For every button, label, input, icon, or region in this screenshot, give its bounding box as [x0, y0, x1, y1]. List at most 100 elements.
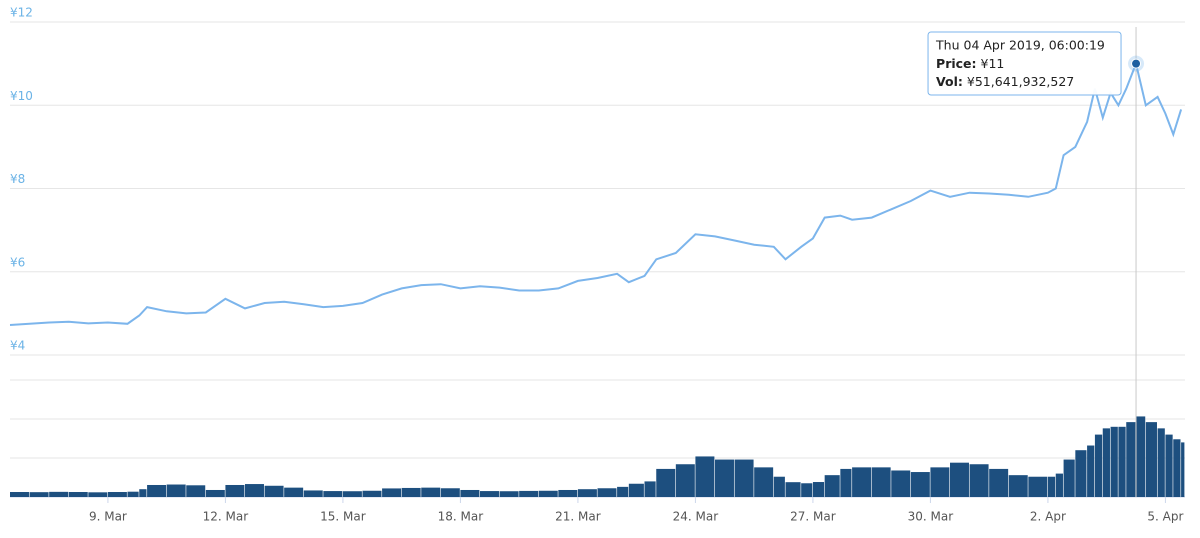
volume-bar	[1136, 416, 1146, 497]
volume-bar	[303, 490, 323, 497]
x-tick-label: 18. Mar	[438, 510, 484, 524]
volume-bar	[29, 492, 49, 497]
volume-bar	[49, 491, 69, 497]
volume-bar	[1126, 422, 1136, 497]
tooltip-vol-value: ¥51,641,932,527	[967, 74, 1074, 89]
volume-bar	[10, 492, 29, 497]
volume-bar	[1094, 434, 1103, 497]
volume-bar	[930, 467, 950, 497]
volume-bar	[147, 484, 167, 497]
x-tick-label: 12. Mar	[203, 510, 249, 524]
tooltip-box	[927, 31, 1122, 96]
volume-bar	[460, 489, 480, 497]
y-tick-label: ¥12	[10, 6, 33, 20]
tooltip: Thu 04 Apr 2019, 06:00:19 Price: ¥11 Vol: ¥5…	[927, 31, 1122, 96]
tooltip-price-value: ¥11	[981, 56, 1005, 71]
tooltip-vol-label: Vol:	[936, 74, 963, 89]
volume-bar	[225, 484, 245, 497]
volume-bar	[1008, 475, 1028, 497]
volume-bar	[1110, 426, 1118, 497]
volume-bar	[950, 462, 969, 497]
volume-bar	[801, 483, 813, 497]
volume-bar	[910, 472, 930, 497]
x-tick-label: 21. Mar	[555, 510, 601, 524]
volume-bar	[68, 492, 88, 497]
x-tick-label: 27. Mar	[790, 510, 836, 524]
volume-bar	[284, 487, 304, 497]
volume-bar	[264, 485, 284, 497]
volume-bar	[824, 475, 840, 497]
tooltip-date: Thu 04 Apr 2019, 06:00:19	[935, 38, 1105, 53]
volume-bar	[362, 490, 382, 497]
volume-bar	[558, 489, 578, 497]
volume-bar	[499, 491, 519, 497]
volume-bar	[127, 491, 139, 497]
volume-bar	[891, 470, 911, 497]
x-tick-label: 5. Apr	[1147, 510, 1183, 524]
volume-bar	[205, 489, 225, 497]
tooltip-vol: Vol: ¥51,641,932,527	[936, 74, 1074, 89]
x-tick-label: 9. Mar	[89, 510, 127, 524]
y-tick-label: ¥6	[10, 255, 25, 269]
volume-bar	[597, 488, 617, 497]
volume-bar	[773, 476, 785, 497]
volume-bar	[785, 482, 801, 497]
volume-bar	[382, 488, 402, 497]
volume-bar	[421, 487, 441, 497]
volume-bar	[617, 486, 629, 497]
volume-bar	[1145, 422, 1157, 497]
volume-bar	[480, 491, 499, 497]
volume-bar	[1165, 434, 1173, 497]
volume-bar	[1173, 439, 1181, 497]
x-tick-label: 30. Mar	[908, 510, 954, 524]
volume-bar	[812, 482, 825, 497]
volume-bar	[1047, 476, 1056, 497]
volume-bar	[656, 468, 676, 497]
x-tick-label: 24. Mar	[673, 510, 719, 524]
volume-bar	[342, 491, 362, 497]
volume-bar	[401, 487, 421, 497]
volume-bar	[628, 483, 644, 497]
volume-bar	[538, 490, 558, 497]
volume-bar	[186, 485, 206, 497]
volume-bar	[1157, 428, 1165, 497]
volume-bar	[1055, 473, 1063, 497]
volume-bar	[440, 488, 460, 497]
volume-bar	[577, 489, 597, 497]
volume-bar	[852, 467, 872, 497]
volume-bar	[166, 484, 186, 497]
price-line	[9, 60, 1183, 326]
tooltip-price-label: Price:	[936, 56, 977, 71]
y-tick-label: ¥8	[10, 172, 25, 186]
hover-point	[1131, 58, 1142, 69]
y-tick-label: ¥4	[10, 339, 25, 353]
volume-bar	[323, 491, 343, 497]
volume-bar	[1063, 459, 1075, 497]
volume-bar	[969, 464, 989, 497]
x-tick-label: 2. Apr	[1030, 510, 1066, 524]
volume-bar	[840, 468, 852, 497]
volume-bar	[1118, 426, 1126, 497]
volume-bar	[734, 459, 754, 497]
tooltip-price: Price: ¥11	[936, 56, 1004, 71]
volume-bar	[989, 468, 1009, 497]
volume-bar	[715, 459, 734, 497]
volume-bar	[139, 489, 147, 497]
volume-bar	[88, 492, 108, 497]
volume-bar	[675, 464, 695, 497]
volume-bar	[695, 456, 715, 497]
volume-bar	[1087, 445, 1095, 497]
volume-bar	[871, 467, 891, 497]
volume-bar	[1028, 476, 1048, 497]
x-tick-label: 15. Mar	[320, 510, 366, 524]
volume-bar	[245, 484, 264, 497]
volume-bar	[107, 492, 127, 497]
volume-bar	[644, 481, 656, 497]
volume-bar	[519, 490, 539, 497]
volume-bar	[1075, 450, 1087, 497]
volume-bar	[754, 467, 774, 497]
volume-bar	[1102, 428, 1110, 497]
volume-bar	[1181, 442, 1185, 497]
y-tick-label: ¥10	[10, 89, 33, 103]
